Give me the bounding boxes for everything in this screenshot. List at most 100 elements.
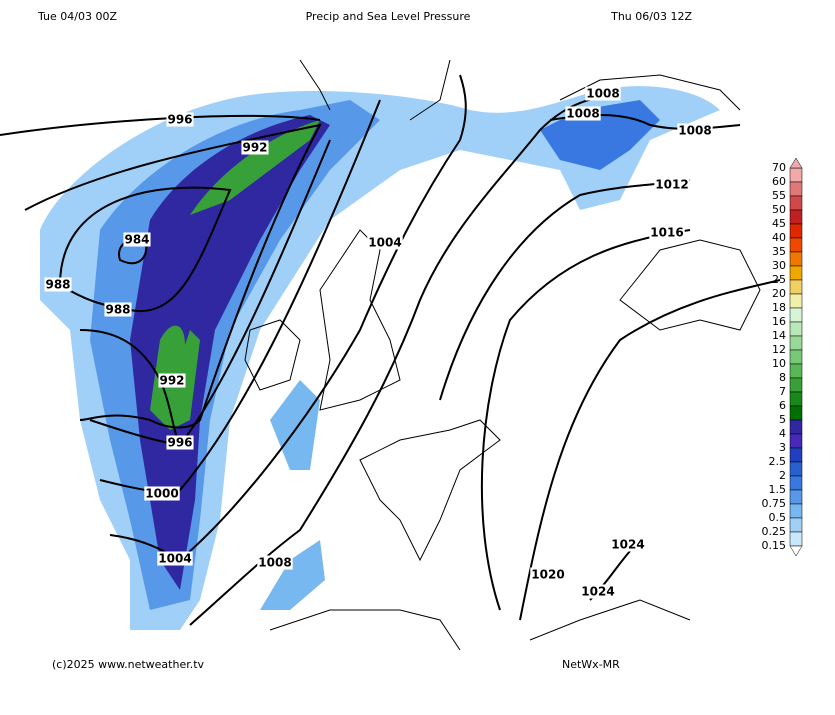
isobar-label: 984 (124, 233, 149, 247)
coastlines (244, 59, 761, 651)
isobar-label: 1008 (258, 556, 291, 570)
legend-swatch (789, 391, 803, 407)
legend-swatch (789, 363, 803, 379)
header-right: Thu 06/03 12Z (610, 10, 692, 23)
legend-label: 0.75 (762, 497, 787, 510)
isobar-label: 1016 (650, 226, 683, 240)
isobar-label: 992 (159, 374, 184, 388)
legend-swatch (789, 461, 803, 477)
legend-label: 0.5 (769, 511, 787, 524)
isobar-label: 1024 (581, 585, 614, 599)
legend-label: 2 (779, 469, 786, 482)
legend-label: 7 (779, 385, 786, 398)
legend-swatch (789, 489, 803, 505)
isobar-label: 1008 (566, 107, 599, 121)
legend-label: 5 (779, 413, 786, 426)
isobar-label: 988 (105, 303, 130, 317)
isobar-label-bg (257, 555, 293, 570)
legend-label: 30 (772, 259, 786, 272)
isobar-label: 1000 (145, 487, 178, 501)
legend-label: 0.15 (762, 539, 787, 552)
legend-label: 1.5 (769, 483, 787, 496)
isobar-label-bg (585, 86, 621, 101)
isobar-label: 1020 (531, 568, 564, 582)
isobar-label-bg (677, 123, 713, 138)
legend: 7060555045403530252018161412108765432.52… (762, 157, 803, 557)
isobar-label: 992 (242, 141, 267, 155)
legend-cap-bottom (789, 545, 803, 557)
isobar-label: 1008 (678, 124, 711, 138)
legend-label: 6 (779, 399, 786, 412)
legend-swatch (789, 405, 803, 421)
legend-label: 60 (772, 175, 786, 188)
isobar-label-bg (367, 235, 403, 250)
legend-label: 50 (772, 203, 786, 216)
legend-swatch (789, 349, 803, 365)
isobar-label-bg (649, 225, 685, 240)
isobar-label: 996 (167, 436, 192, 450)
legend-label: 35 (772, 245, 786, 258)
isobar-label-bg (123, 232, 151, 247)
legend-swatch (789, 447, 803, 463)
isobar-label: 1004 (158, 552, 191, 566)
isobar-label: 996 (167, 113, 192, 127)
legend-label: 18 (772, 301, 786, 314)
legend-swatch (789, 503, 803, 519)
isobar-label-bg (654, 177, 690, 192)
isobar-label-bg (241, 140, 269, 155)
isobar-labels: 996 992 984 988 988 992 996 1000 1004 1008 1004 100… (44, 86, 713, 599)
legend-label: 4 (779, 427, 786, 440)
legend-swatch (789, 517, 803, 533)
isobar-label-bg (158, 373, 186, 388)
isobar-label-bg (104, 302, 132, 317)
legend-swatch (789, 209, 803, 225)
isobar-label-bg (565, 106, 601, 121)
legend-swatch (789, 419, 803, 435)
legend-label: 12 (772, 343, 786, 356)
legend-swatch (789, 531, 803, 547)
isobar-label-bg (580, 584, 616, 599)
legend-swatch (789, 335, 803, 351)
isobar-label: 988 (45, 278, 70, 292)
isobar-label-bg (144, 486, 180, 501)
legend-label: 3 (779, 441, 786, 454)
legend-cap-top (789, 157, 803, 169)
legend-label: 55 (772, 189, 786, 202)
legend-label: 40 (772, 231, 786, 244)
legend-swatch (789, 307, 803, 323)
isobar-label: 1024 (611, 538, 644, 552)
legend-label: 16 (772, 315, 786, 328)
legend-label: 2.5 (769, 455, 787, 468)
header-left: Tue 04/03 00Z (37, 10, 117, 23)
legend-swatch (789, 181, 803, 197)
legend-swatch (789, 377, 803, 393)
isobar-label-bg (44, 277, 72, 292)
precip (40, 86, 720, 630)
isobar-label: 1012 (655, 178, 688, 192)
legend-label: 45 (772, 217, 786, 230)
legend-label: 0.25 (762, 525, 787, 538)
legend-label: 14 (772, 329, 786, 342)
legend-swatch (789, 237, 803, 253)
footer-copyright: (c)2025 www.netweather.tv (52, 658, 205, 671)
isobar-label-bg (157, 551, 193, 566)
isobar-label-bg (166, 435, 194, 450)
legend-swatch (789, 475, 803, 491)
legend-swatch (789, 195, 803, 211)
legend-swatch (789, 321, 803, 337)
header-title: Precip and Sea Level Pressure (306, 10, 471, 23)
isobar-label: 1008 (586, 87, 619, 101)
isobar-label: 1004 (368, 236, 401, 250)
legend-label: 20 (772, 287, 786, 300)
legend-swatch (789, 293, 803, 309)
legend-label: 70 (772, 161, 786, 174)
legend-swatch (789, 167, 803, 183)
legend-swatch (789, 433, 803, 449)
legend-label: 25 (772, 273, 786, 286)
legend-swatch (789, 251, 803, 267)
footer-model: NetWx-MR (562, 658, 620, 671)
isobar-label-bg (610, 537, 646, 552)
legend-label: 8 (779, 371, 786, 384)
legend-swatch (789, 279, 803, 295)
